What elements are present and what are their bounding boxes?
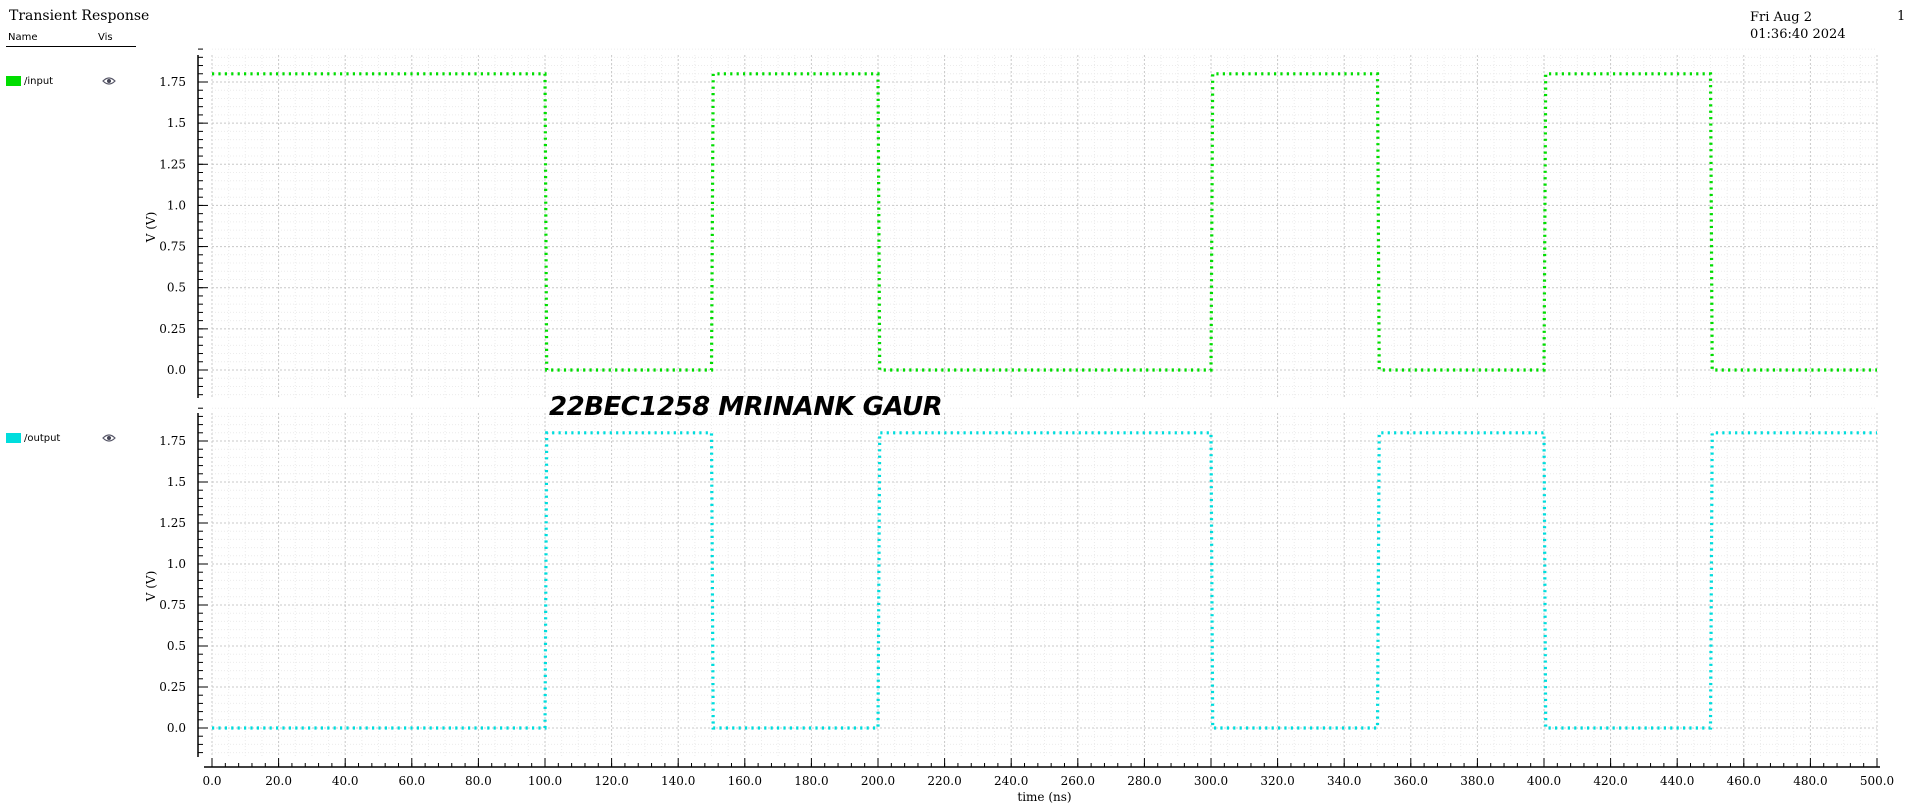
y-tick-label: 0.0 [167, 721, 186, 735]
series-line-input [212, 72, 1877, 372]
timestamp: Fri Aug 2 01:36:40 2024 [1750, 10, 1846, 42]
legend-vis-header: Vis [98, 32, 113, 43]
y-tick-label: 1.25 [159, 157, 186, 171]
y-tick-label: 0.75 [159, 598, 186, 612]
x-tick-label: 320.0 [1260, 774, 1294, 788]
y-tick-label: 0.25 [159, 680, 186, 694]
chart-title: Transient Response [9, 8, 150, 24]
x-tick-label: 380.0 [1460, 774, 1494, 788]
x-tick-label: 500.0 [1860, 774, 1894, 788]
eye-icon[interactable] [102, 75, 116, 90]
series-line-output [212, 431, 1877, 730]
x-tick-label: 200.0 [861, 774, 895, 788]
trace-name: /input [24, 76, 54, 87]
x-tick-label: 460.0 [1727, 774, 1761, 788]
x-tick-label: 280.0 [1127, 774, 1161, 788]
legend-item-input[interactable]: /input [6, 75, 126, 89]
y-tick-label: 1.0 [167, 557, 186, 571]
x-tick-label: 260.0 [1061, 774, 1095, 788]
y-tick-label: 0.25 [159, 322, 186, 336]
x-tick-label: 20.0 [265, 774, 292, 788]
x-tick-label: 420.0 [1593, 774, 1627, 788]
x-tick-label: 220.0 [927, 774, 961, 788]
x-tick-label: 180.0 [794, 774, 828, 788]
page-number: 1 [1897, 9, 1906, 24]
x-tick-label: 120.0 [594, 774, 628, 788]
y-axis-label: V (V) [144, 212, 158, 244]
eye-icon[interactable] [102, 432, 116, 447]
x-tick-label: 80.0 [465, 774, 492, 788]
x-tick-label: 400.0 [1527, 774, 1561, 788]
x-tick-label: 0.0 [202, 774, 221, 788]
trace-color-swatch [6, 76, 21, 86]
x-tick-label: 300.0 [1194, 774, 1228, 788]
legend-name-header: Name [8, 32, 38, 43]
y-tick-label: 0.75 [159, 240, 186, 254]
x-axis-label: time (ns) [1017, 790, 1071, 804]
y-tick-label: 1.0 [167, 198, 186, 212]
legend-item-output[interactable]: /output [6, 432, 126, 446]
y-tick-label: 1.75 [159, 75, 186, 89]
legend-header: Name Vis [6, 32, 136, 47]
y-tick-label: 1.25 [159, 516, 186, 530]
x-tick-label: 240.0 [994, 774, 1028, 788]
y-axis-label: V (V) [144, 571, 158, 603]
x-tick-label: 40.0 [332, 774, 359, 788]
x-tick-label: 60.0 [398, 774, 425, 788]
y-tick-label: 1.5 [167, 475, 186, 489]
x-tick-label: 480.0 [1793, 774, 1827, 788]
y-tick-label: 0.5 [167, 281, 186, 295]
annotation-text: 22BEC1258 MRINANK GAUR [549, 392, 943, 422]
x-tick-label: 100.0 [528, 774, 562, 788]
x-tick-label: 140.0 [661, 774, 695, 788]
y-tick-label: 0.0 [167, 363, 186, 377]
trace-name: /output [24, 433, 61, 444]
x-tick-label: 440.0 [1660, 774, 1694, 788]
y-tick-label: 0.5 [167, 639, 186, 653]
x-tick-label: 160.0 [728, 774, 762, 788]
x-tick-label: 340.0 [1327, 774, 1361, 788]
x-tick-label: 360.0 [1394, 774, 1428, 788]
trace-color-swatch [6, 433, 21, 443]
y-tick-label: 1.75 [159, 434, 186, 448]
y-tick-label: 1.5 [167, 116, 186, 130]
